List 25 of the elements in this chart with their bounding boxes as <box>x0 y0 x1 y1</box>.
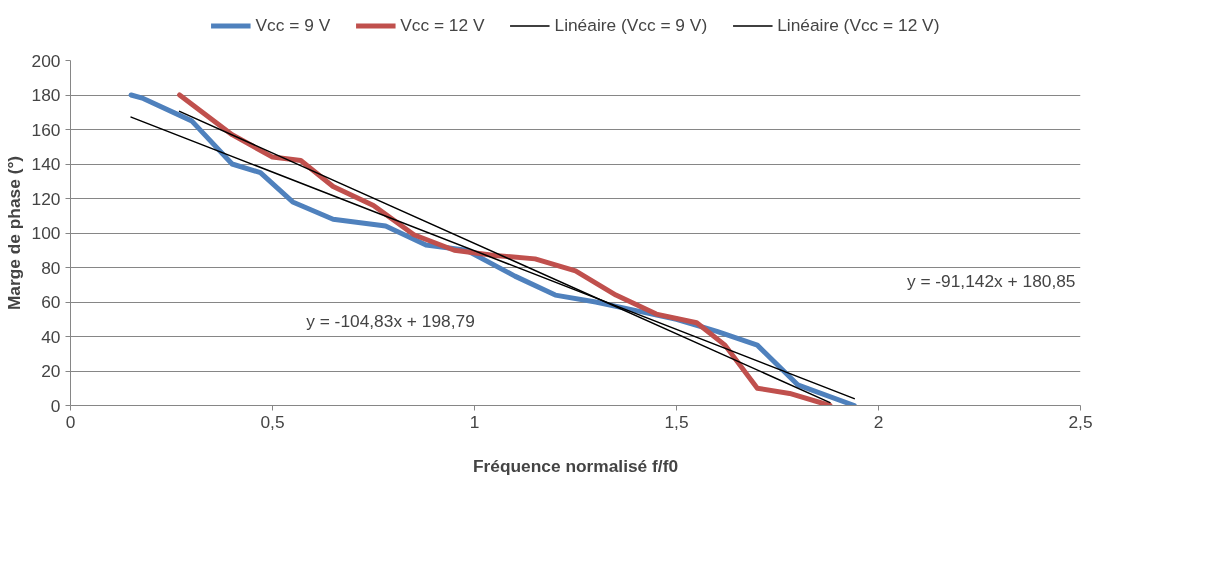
annotation: y = -91,142x + 180,85 <box>906 270 1076 291</box>
x-tick-label: 0 <box>65 411 76 432</box>
y-tick-label: 120 <box>31 188 61 209</box>
y-tick-label: 80 <box>41 257 61 278</box>
y-tick-label: 40 <box>41 326 61 347</box>
legend-label: Linéaire (Vcc = 9 V) <box>554 14 708 36</box>
y-axis-title: Marge de phase (°) <box>3 155 24 311</box>
x-tick-label: 0,5 <box>260 411 285 432</box>
annotation: y = -104,83x + 198,79 <box>306 310 475 331</box>
legend-label: Vcc = 9 V <box>255 14 331 36</box>
y-tick-label: 200 <box>31 50 61 71</box>
y-tick-label: 60 <box>41 292 61 312</box>
y-tick-label: 0 <box>50 395 61 416</box>
y-tick-label: 160 <box>31 119 61 140</box>
y-tick-label: 20 <box>41 361 61 381</box>
y-tick-label: 140 <box>31 154 61 174</box>
x-tick-label: 2 <box>873 411 884 432</box>
x-tick-label: 1,5 <box>664 411 689 432</box>
x-tick-label: 2,5 <box>1068 411 1093 432</box>
y-tick-label: 180 <box>31 85 61 105</box>
x-tick-label: 1 <box>469 411 480 432</box>
legend-label: Vcc = 12 V <box>400 14 485 36</box>
y-tick-label: 100 <box>31 223 61 243</box>
x-axis-title: Fréquence normalisé f/f0 <box>472 455 679 476</box>
legend-label: Linéaire (Vcc = 12 V) <box>777 14 940 36</box>
